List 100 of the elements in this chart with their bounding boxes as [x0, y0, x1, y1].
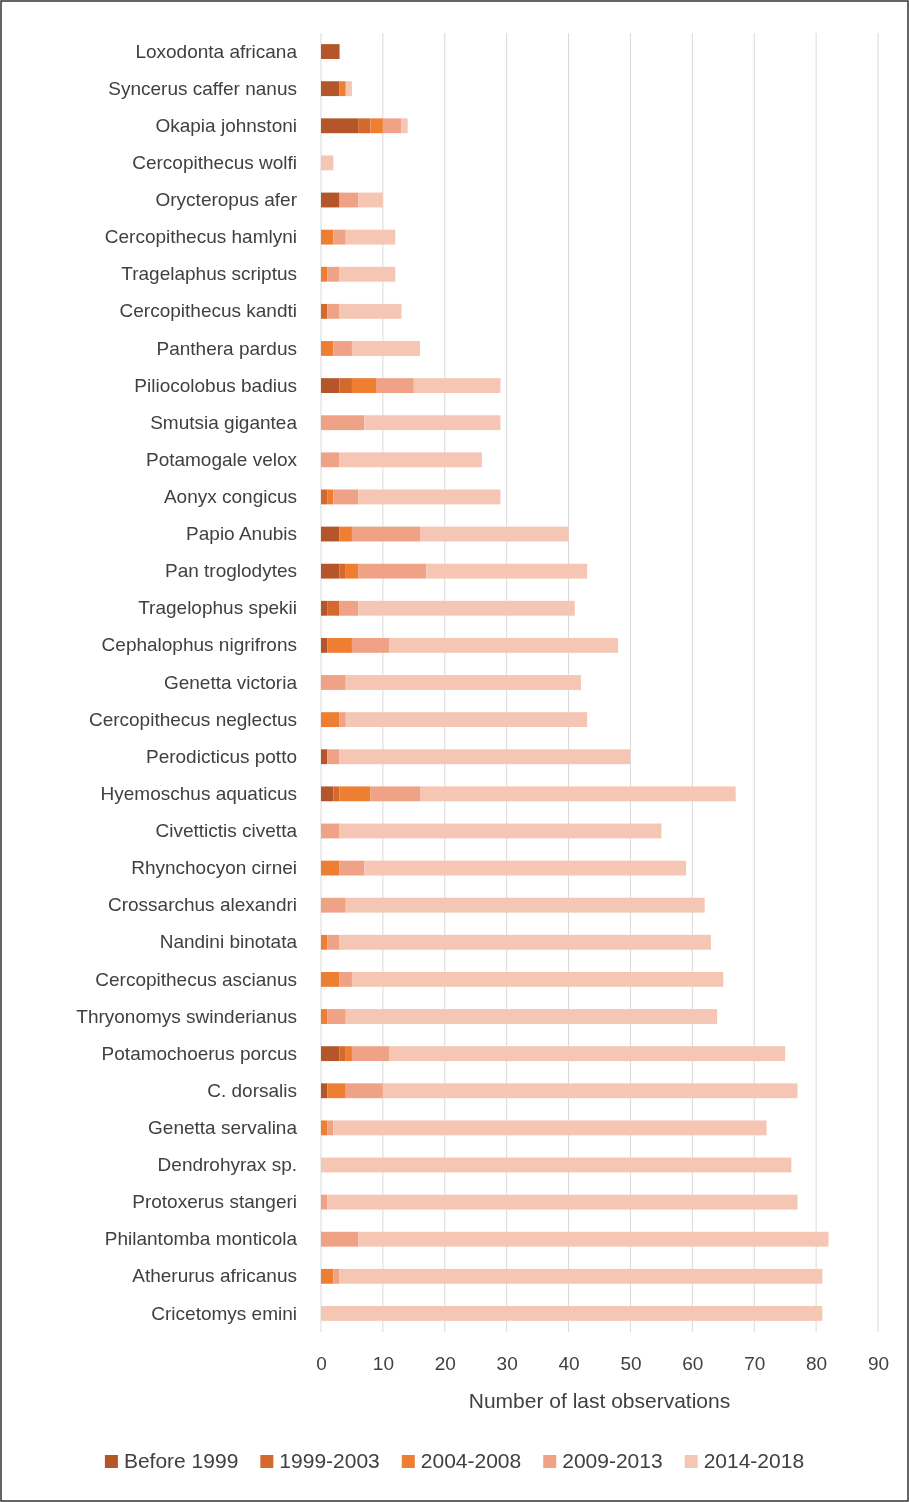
bar — [321, 1231, 359, 1247]
bar — [321, 229, 334, 245]
bar — [358, 563, 427, 579]
y-tick-label: Atherurus africanus — [132, 1265, 297, 1287]
bar — [327, 266, 340, 282]
bar — [333, 341, 352, 356]
bar — [321, 1157, 792, 1173]
legend-label: 2009-2013 — [562, 1449, 663, 1472]
bar — [321, 118, 359, 134]
legend-label: 2014-2018 — [703, 1449, 805, 1472]
bar — [339, 81, 346, 97]
bar — [321, 600, 328, 616]
bar — [333, 786, 340, 802]
bar — [321, 155, 334, 171]
y-tick-label: Aonyx congicus — [163, 486, 297, 508]
bar — [345, 229, 396, 245]
bar — [345, 81, 352, 97]
bar — [420, 786, 736, 802]
bar — [321, 637, 328, 653]
bar — [370, 786, 421, 802]
bar — [321, 1306, 823, 1321]
bar — [339, 266, 396, 282]
bar — [339, 786, 371, 802]
y-tick-label: Hyemoschus aquaticus — [100, 782, 297, 804]
bar — [358, 600, 575, 616]
legend-label: 2004-2008 — [420, 1449, 522, 1472]
legend-label: Before 1999 — [123, 1449, 239, 1472]
y-tick-label: Orycteropus afer — [155, 189, 298, 211]
bar — [321, 823, 340, 839]
bar — [327, 934, 340, 950]
y-tick-label: Cricetomys emini — [151, 1302, 297, 1324]
bar — [420, 526, 569, 542]
legend-label: 1999-2003 — [279, 1449, 380, 1472]
bar — [339, 1268, 823, 1284]
y-tick-label: Piliocolobus badius — [134, 374, 297, 396]
bar — [321, 749, 328, 765]
bar — [339, 1046, 346, 1062]
bar — [321, 192, 340, 208]
bar — [339, 452, 482, 468]
y-tick-label: Rhynchocyon cirnei — [131, 857, 297, 879]
bar — [321, 378, 340, 394]
x-tick-label: 40 — [558, 1353, 580, 1375]
x-axis-title: Number of last observations — [468, 1389, 731, 1412]
bar — [321, 860, 340, 876]
y-tick-label: Loxodonta africana — [135, 40, 298, 62]
bar — [351, 526, 421, 542]
bar — [321, 1120, 328, 1136]
bar — [339, 303, 402, 319]
bar — [376, 378, 414, 394]
bar — [351, 378, 377, 394]
y-tick-label: Syncerus caffer nanus — [108, 77, 297, 99]
y-tick-label: Cercopithecus kandti — [119, 300, 297, 322]
bar — [382, 118, 402, 134]
x-tick-label: 20 — [434, 1353, 456, 1375]
bar — [327, 749, 340, 765]
bar — [321, 897, 346, 913]
bar — [351, 637, 390, 653]
bar — [339, 712, 346, 728]
y-tick-label: Smutsia gigantea — [150, 411, 298, 433]
x-tick-label: 70 — [744, 1353, 766, 1375]
bar — [321, 1083, 328, 1099]
x-tick-label: 10 — [372, 1353, 394, 1375]
bar — [327, 1009, 346, 1024]
y-tick-label: Genetta servalina — [148, 1116, 298, 1138]
bar — [351, 1046, 390, 1062]
bar — [321, 675, 346, 690]
bar — [339, 823, 662, 839]
bar — [426, 563, 588, 579]
x-tick-label: 90 — [867, 1353, 890, 1375]
bar — [351, 971, 724, 987]
bar — [321, 786, 334, 802]
y-tick-label: Papio Anubis — [186, 523, 297, 545]
y-tick-label: Cercopithecus neglectus — [88, 708, 297, 730]
y-tick-label: Cercopithecus wolfi — [132, 151, 297, 173]
y-tick-label: Tragelaphus scriptus — [121, 263, 297, 285]
x-tick-label: 30 — [496, 1353, 518, 1375]
bar — [358, 192, 383, 208]
bar — [358, 1231, 829, 1247]
bar — [339, 563, 346, 579]
bar — [339, 934, 711, 950]
bar — [327, 600, 340, 616]
bar — [358, 489, 501, 505]
bar — [327, 303, 340, 319]
y-tick-label: Panthera pardus — [156, 337, 297, 359]
bar — [327, 1083, 346, 1099]
y-tick-label: Cercopithecus ascianus — [95, 968, 297, 990]
y-tick-label: Civettictis civetta — [155, 820, 298, 842]
bar — [364, 860, 687, 876]
x-tick-label: 0 — [316, 1353, 327, 1375]
bar — [321, 452, 340, 468]
y-tick-label: C. dorsalis — [207, 1079, 297, 1101]
bar — [321, 712, 340, 728]
bar — [321, 489, 328, 505]
bar — [327, 1120, 334, 1136]
bar — [345, 675, 581, 690]
y-tick-label: Nandini binotata — [159, 931, 298, 953]
bar — [413, 378, 501, 394]
y-tick-label: Perodicticus potto — [145, 745, 297, 767]
bar — [351, 341, 421, 356]
bar — [339, 860, 365, 876]
